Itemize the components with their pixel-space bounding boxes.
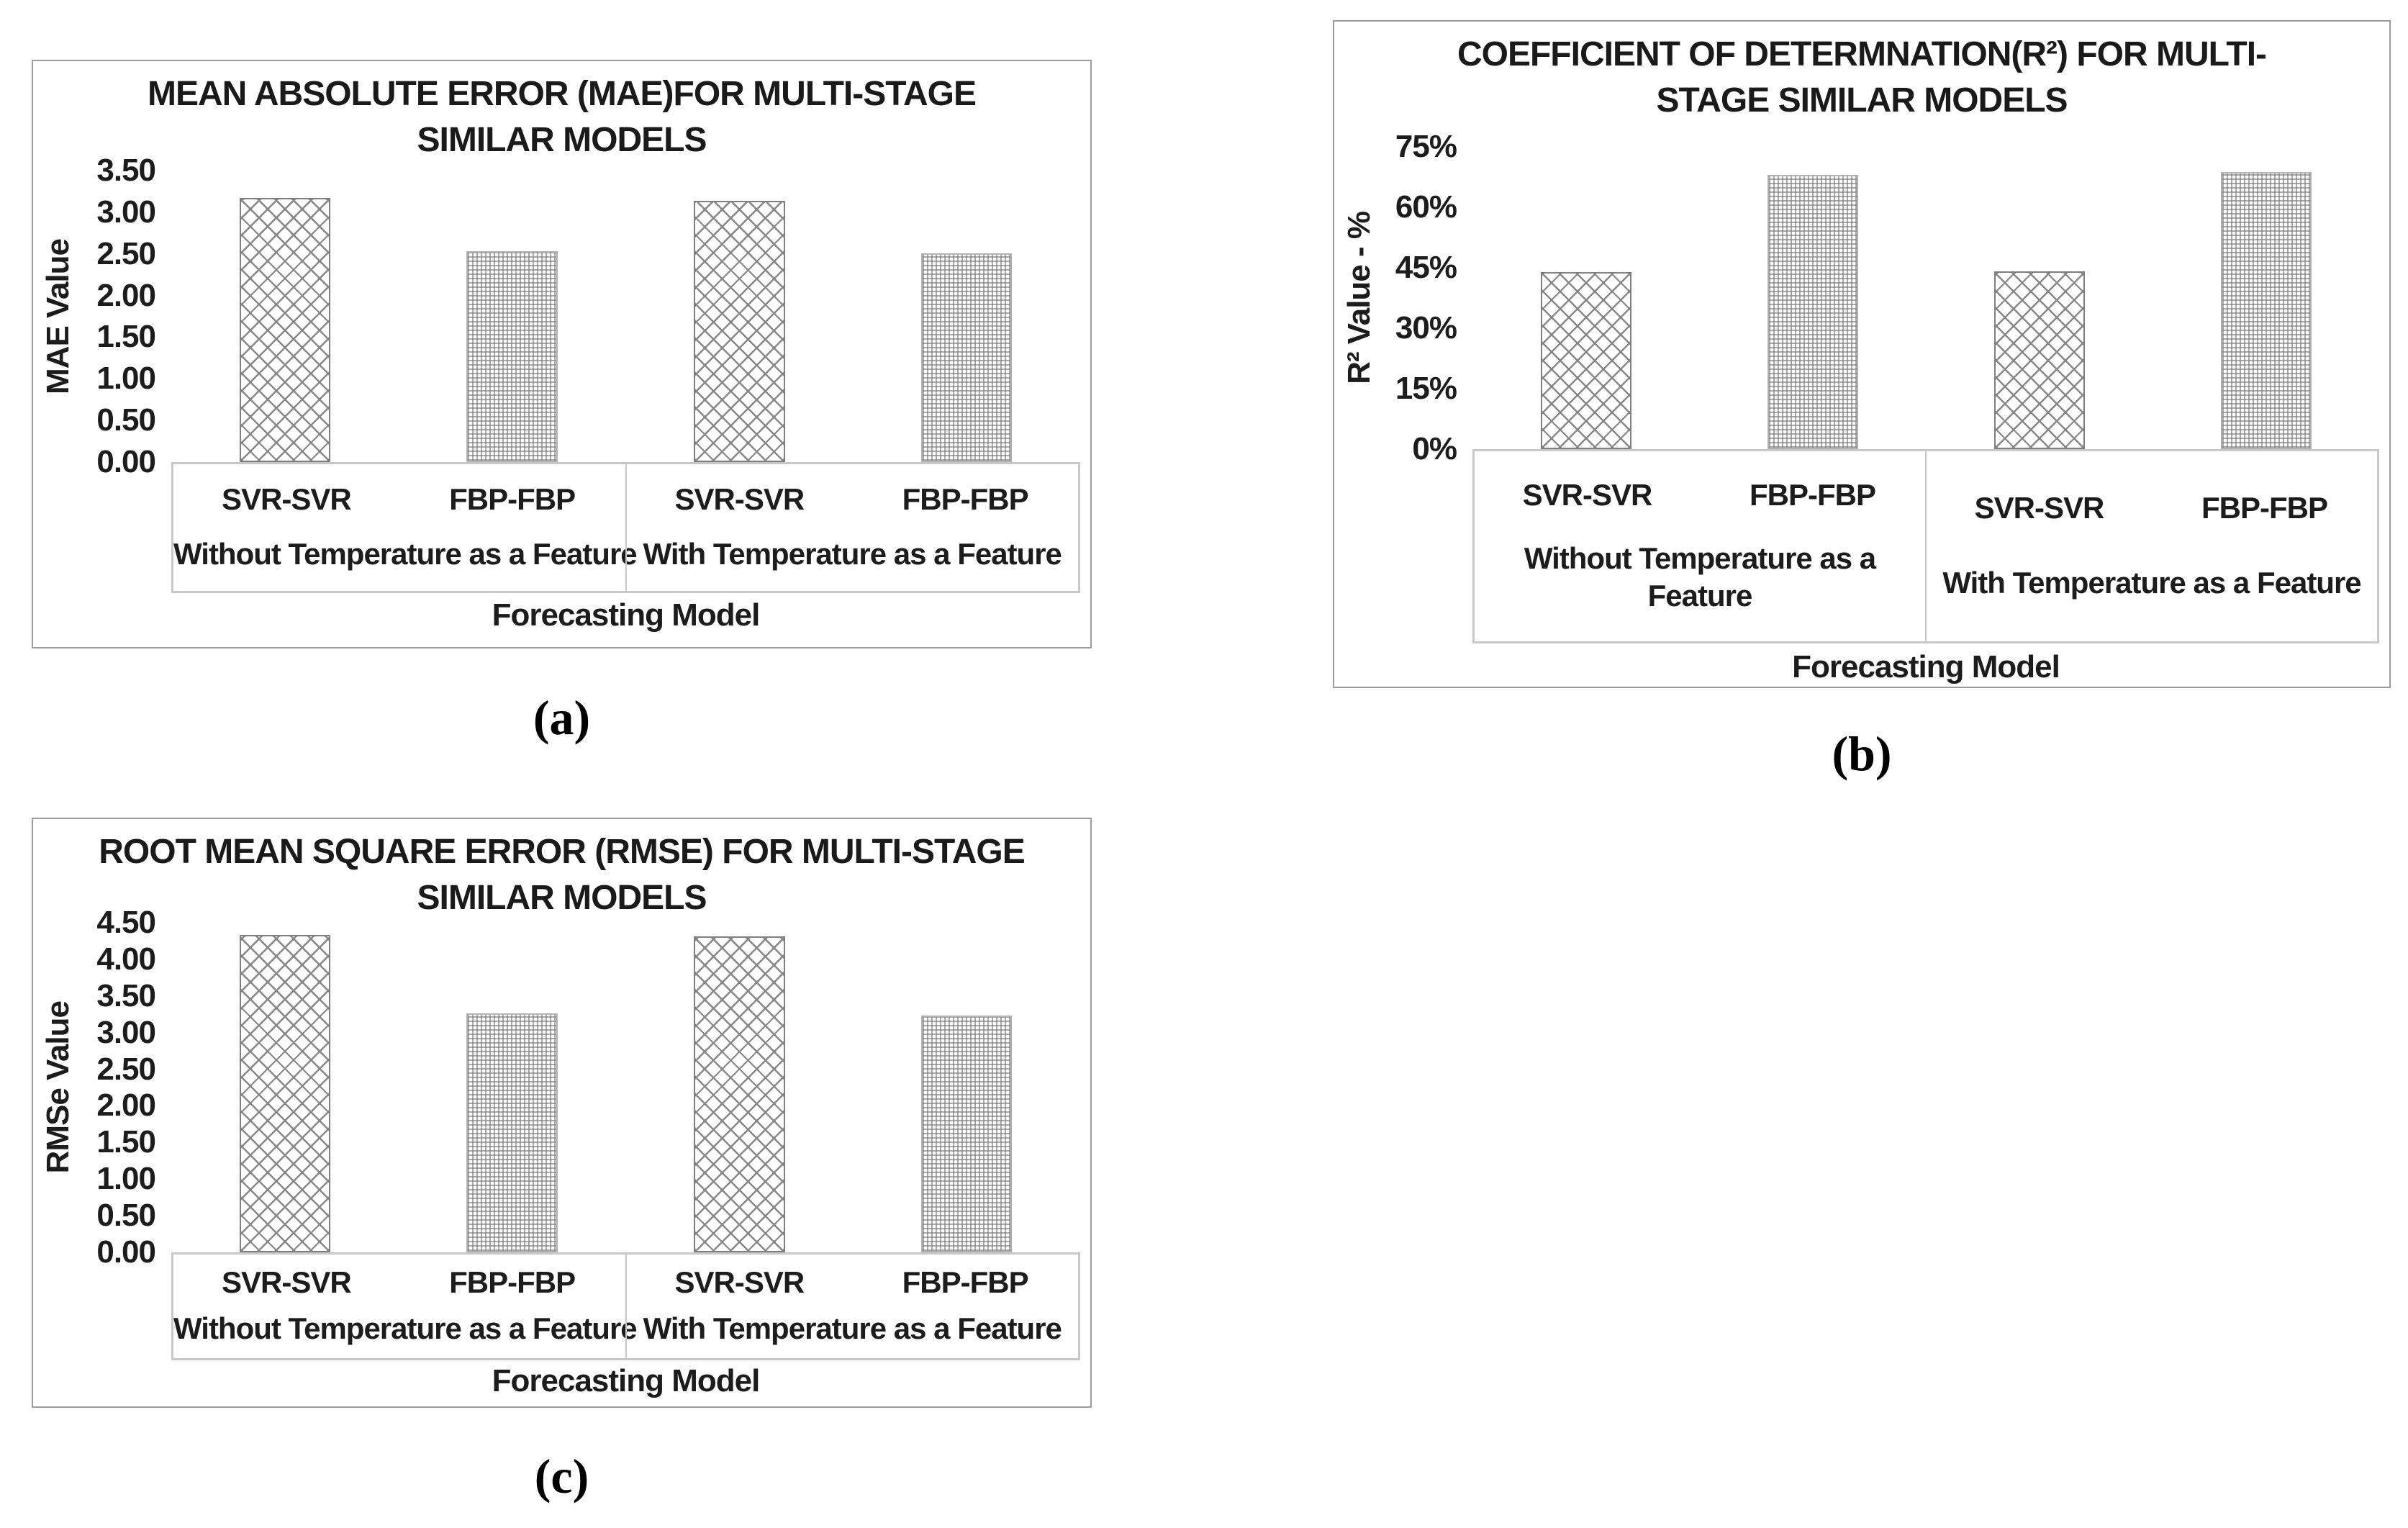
- bar-fbp-fbp-with: [2220, 171, 2312, 449]
- bar-svr-svr-with: [694, 200, 785, 462]
- category-label: FBP-FBP: [1750, 478, 1876, 512]
- group-with-temperature: SVR-SVR FBP-FBP With Temperature as a Fe…: [625, 1255, 1079, 1358]
- chart-title: COEFFICIENT OF DETERMNATION(R²) FOR MULT…: [1334, 32, 2389, 124]
- chart-title-line: COEFFICIENT OF DETERMNATION(R²) FOR MULT…: [1457, 35, 2267, 73]
- y-tick: 3.00: [96, 1014, 156, 1050]
- plot-area: [171, 171, 1080, 462]
- y-tick: 3.50: [96, 977, 156, 1013]
- y-tick: 2.00: [96, 277, 156, 313]
- y-tick: 30%: [1395, 310, 1457, 345]
- y-axis-title: R² Value - %: [1341, 212, 1377, 384]
- x-axis-title: Forecasting Model: [1792, 649, 2060, 684]
- y-tick: 4.50: [96, 905, 156, 940]
- group-with-temperature: SVR-SVR FBP-FBP With Temperature as a Fe…: [625, 464, 1079, 591]
- bar-fbp-fbp-without: [1767, 175, 1858, 449]
- caption-b: (b): [1832, 726, 1892, 781]
- chart-title-line: MEAN ABSOLUTE ERROR (MAE)FOR MULTI-STAGE: [147, 75, 977, 113]
- bar-svr-svr-without: [239, 935, 331, 1252]
- bar-svr-svr-with: [694, 936, 785, 1252]
- category-label: SVR-SVR: [1974, 490, 2105, 525]
- y-tick: 1.50: [96, 1124, 156, 1160]
- y-tick: 0.50: [96, 402, 156, 438]
- y-axis-ticks: 3.50 3.00 2.50 2.00 1.50 1.00 0.50 0.00: [83, 153, 171, 479]
- y-tick: 1.00: [96, 1161, 156, 1197]
- group-label: With Temperature as a Feature: [643, 1311, 1062, 1346]
- category-label: FBP-FBP: [449, 1265, 576, 1299]
- chart-title-line: ROOT MEAN SQUARE ERROR (RMSE) FOR MULTI-…: [99, 833, 1026, 871]
- category-label: FBP-FBP: [2201, 490, 2328, 525]
- plot-area: [1472, 147, 2379, 449]
- category-label: SVR-SVR: [1522, 478, 1653, 512]
- group-label: With Temperature as a Feature: [643, 536, 1062, 571]
- group-without-temperature: SVR-SVR FBP-FBP Without Temperature as a…: [1475, 451, 1925, 641]
- bar-fbp-fbp-with: [920, 1016, 1013, 1252]
- caption-a: (a): [533, 690, 591, 745]
- y-tick: 2.00: [96, 1088, 156, 1124]
- category-label: SVR-SVR: [222, 1265, 352, 1299]
- chart-r-squared: COEFFICIENT OF DETERMNATION(R²) FOR MULT…: [1333, 20, 2391, 688]
- chart-title-line: SIMILAR MODELS: [417, 879, 707, 917]
- bar-fbp-fbp-with: [920, 253, 1013, 462]
- bar-fbp-fbp-without: [466, 1013, 558, 1252]
- y-tick: 0.00: [96, 1234, 156, 1270]
- category-label: SVR-SVR: [674, 1265, 805, 1299]
- x-axis-label-box: SVR-SVR FBP-FBP Without Temperature as a…: [1472, 449, 2379, 643]
- group-label: With Temperature as a Feature: [1942, 566, 2361, 600]
- y-tick: 3.00: [96, 194, 156, 230]
- y-tick: 3.50: [96, 153, 156, 188]
- y-tick: 45%: [1395, 250, 1457, 285]
- x-axis-title: Forecasting Model: [492, 1363, 761, 1398]
- y-tick: 4.00: [96, 941, 156, 977]
- plot-area: [171, 923, 1080, 1252]
- y-tick: 0.50: [96, 1198, 156, 1234]
- chart-title-line: SIMILAR MODELS: [417, 121, 707, 159]
- y-axis-title: MAE Value: [40, 238, 76, 394]
- y-tick: 1.00: [96, 361, 156, 397]
- y-tick: 75%: [1395, 129, 1457, 164]
- group-label: Without Temperature as a Feature: [1524, 541, 1876, 612]
- x-axis-title: Forecasting Model: [492, 597, 761, 633]
- bar-fbp-fbp-without: [466, 251, 558, 462]
- y-tick: 60%: [1395, 189, 1457, 225]
- category-label: FBP-FBP: [449, 482, 576, 517]
- chart-title: MEAN ABSOLUTE ERROR (MAE)FOR MULTI-STAGE…: [33, 71, 1090, 163]
- chart-title: ROOT MEAN SQUARE ERROR (RMSE) FOR MULTI-…: [33, 829, 1090, 921]
- y-tick: 2.50: [96, 235, 156, 271]
- bar-svr-svr-with: [1993, 271, 2085, 449]
- chart-mae: MEAN ABSOLUTE ERROR (MAE)FOR MULTI-STAGE…: [32, 60, 1092, 648]
- group-with-temperature: SVR-SVR FBP-FBP With Temperature as a Fe…: [1925, 451, 2377, 641]
- category-label: FBP-FBP: [902, 1265, 1029, 1299]
- chart-rmse: ROOT MEAN SQUARE ERROR (RMSE) FOR MULTI-…: [32, 818, 1092, 1408]
- x-axis-label-box: SVR-SVR FBP-FBP Without Temperature as a…: [171, 1252, 1080, 1360]
- x-axis-label-box: SVR-SVR FBP-FBP Without Temperature as a…: [171, 462, 1080, 593]
- y-tick: 0%: [1412, 431, 1457, 466]
- bar-svr-svr-without: [1540, 272, 1631, 449]
- y-axis-ticks: 4.50 4.00 3.50 3.00 2.50 2.00 1.50 1.00 …: [83, 905, 171, 1270]
- y-axis-title: RMSe Value: [40, 1001, 76, 1174]
- category-label: FBP-FBP: [902, 482, 1029, 517]
- caption-c: (c): [534, 1449, 589, 1504]
- group-without-temperature: SVR-SVR FBP-FBP Without Temperature as a…: [173, 1255, 638, 1358]
- group-without-temperature: SVR-SVR FBP-FBP Without Temperature as a…: [173, 464, 638, 591]
- y-tick: 15%: [1395, 371, 1457, 406]
- bar-svr-svr-without: [239, 198, 331, 462]
- group-label: Without Temperature as a Feature: [173, 1311, 638, 1346]
- y-axis-ticks: 75% 60% 45% 30% 15% 0%: [1385, 129, 1472, 466]
- category-label: SVR-SVR: [674, 482, 805, 517]
- chart-title-line: STAGE SIMILAR MODELS: [1656, 81, 2068, 119]
- y-tick: 2.50: [96, 1051, 156, 1087]
- category-label: SVR-SVR: [222, 482, 352, 517]
- group-label: Without Temperature as a Feature: [173, 536, 638, 571]
- y-tick: 0.00: [96, 444, 156, 479]
- y-tick: 1.50: [96, 319, 156, 355]
